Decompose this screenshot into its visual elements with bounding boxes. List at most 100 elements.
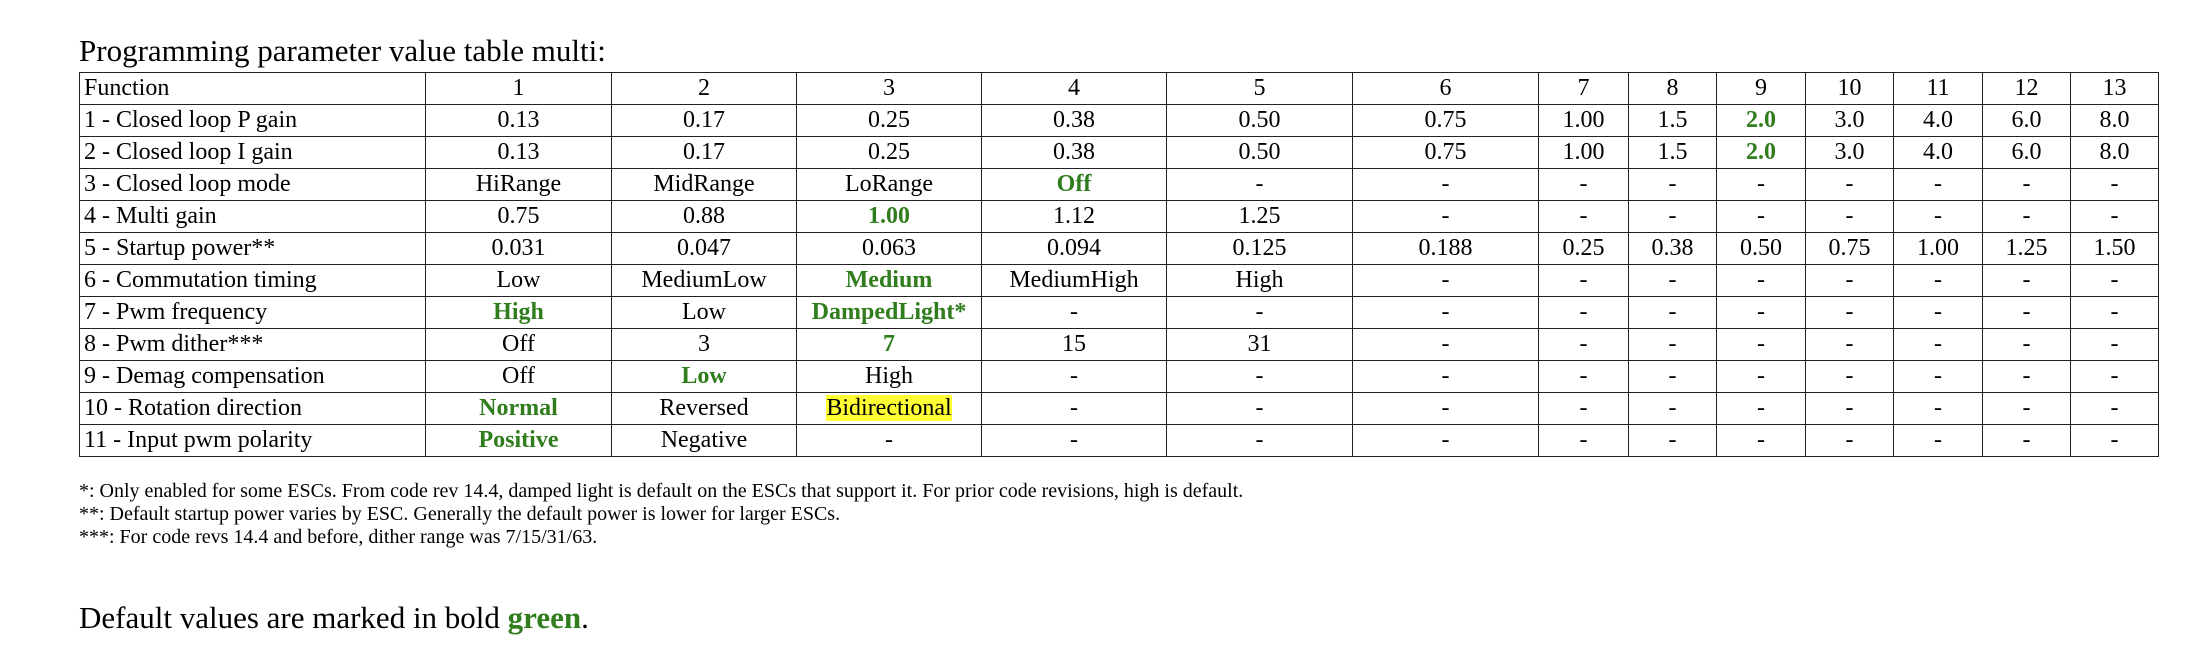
value-cell: - (2070, 296, 2159, 329)
value: - (1845, 171, 1854, 197)
value: - (1070, 363, 1078, 389)
function-label: 8 - Pwm dither*** (79, 328, 426, 361)
value: - (1441, 363, 1450, 389)
value: - (1579, 427, 1588, 453)
value: - (1757, 299, 1765, 325)
value-cell: - (1893, 264, 1983, 297)
value-cell: 0.25 (796, 104, 982, 137)
value-cell: Low (425, 264, 612, 297)
function-label: 2 - Closed loop I gain (79, 136, 426, 169)
value: - (885, 427, 893, 453)
value-cell: MediumHigh (981, 264, 1167, 297)
default-value: 1.00 (868, 203, 910, 229)
value: - (1668, 427, 1677, 453)
value: - (2022, 299, 2031, 325)
value-cell: 31 (1166, 328, 1353, 361)
value: - (1668, 395, 1677, 421)
value-cell: 3 (611, 328, 797, 361)
header-value-8: 8 (1628, 72, 1717, 105)
value-cell: - (1805, 392, 1894, 425)
value: - (1668, 267, 1677, 293)
value-cell: - (1716, 296, 1806, 329)
value: HiRange (475, 171, 562, 197)
header-value-10: 10 (1805, 72, 1894, 105)
header-value-7: 7 (1538, 72, 1629, 105)
value: 1.12 (1053, 203, 1095, 229)
value-cell: - (796, 424, 982, 457)
value-cell: - (981, 296, 1167, 329)
value: 1.00 (1562, 139, 1605, 165)
value-cell: - (2070, 360, 2159, 393)
value: - (1757, 331, 1765, 357)
value: 0.17 (683, 139, 725, 165)
value: - (1255, 395, 1264, 421)
value-cell: 8.0 (2070, 136, 2159, 169)
value: 0.75 (1424, 139, 1467, 165)
value: - (1579, 171, 1588, 197)
value-cell: - (1982, 392, 2071, 425)
value: - (2022, 363, 2031, 389)
value-cell: - (1893, 328, 1983, 361)
default-value: 2.0 (1746, 139, 1776, 165)
value: - (1441, 299, 1450, 325)
function-label: 5 - Startup power** (79, 232, 426, 265)
table-row: 1 - Closed loop P gain 0.13 0.17 0.25 0.38 0.… (79, 104, 2159, 137)
value-cell: - (1628, 200, 1717, 233)
value: 0.25 (868, 139, 910, 165)
value: - (1070, 427, 1078, 453)
table-row: 6 - Commutation timing Low MediumLow Medium… (79, 264, 2159, 297)
value: 3.0 (1834, 139, 1865, 165)
value-cell: - (1352, 200, 1539, 233)
value-cell: - (1716, 200, 1806, 233)
value: - (1845, 427, 1854, 453)
default-value: 2.0 (1746, 107, 1776, 133)
value: - (2022, 267, 2031, 293)
value-cell: - (1893, 424, 1983, 457)
value: 3 (698, 331, 710, 357)
function-label: 9 - Demag compensation (79, 360, 426, 393)
value-cell: - (1982, 168, 2071, 201)
value-cell: 3.0 (1805, 136, 1894, 169)
value-cell: 1.12 (981, 200, 1167, 233)
table-body: Function 1 2 3 4 5 6 7 8 9 10 11 12 13 1 - Closed loop… (79, 72, 2159, 457)
value-cell: 0.50 (1716, 232, 1806, 265)
default-value: Off (1056, 171, 1092, 197)
value-cell: - (2070, 168, 2159, 201)
table-row: 4 - Multi gain 0.75 0.88 1.00 1.12 1.25 - - - - - -… (79, 200, 2159, 233)
legend-green-word: green (507, 600, 582, 635)
value: 0.75 (1424, 107, 1467, 133)
value: 31 (1247, 331, 1272, 357)
value: - (1757, 171, 1765, 197)
value: - (1579, 267, 1588, 293)
value: 1.5 (1657, 107, 1688, 133)
value: - (1845, 331, 1854, 357)
value-cell: MediumLow (611, 264, 797, 297)
default-value: High (493, 299, 544, 325)
value-cell: - (1538, 200, 1629, 233)
value-cell: 15 (981, 328, 1167, 361)
value: Off (502, 363, 535, 389)
value: - (1757, 363, 1765, 389)
value-cell: - (1716, 360, 1806, 393)
value: 1.25 (1238, 203, 1281, 229)
value: - (1668, 203, 1677, 229)
footnote-1: *: Only enabled for some ESCs. From code… (79, 480, 1244, 502)
value: 0.13 (497, 139, 540, 165)
value: - (1757, 427, 1765, 453)
value-cell: - (1805, 360, 1894, 393)
value: - (1255, 427, 1264, 453)
value: 4.0 (1923, 107, 1953, 133)
function-label: 7 - Pwm frequency (79, 296, 426, 329)
header-value-6: 6 (1352, 72, 1539, 105)
value-cell: - (1893, 200, 1983, 233)
value: - (1845, 267, 1854, 293)
value: - (1579, 299, 1588, 325)
value-cell: - (1628, 360, 1717, 393)
function-label: 6 - Commutation timing (79, 264, 426, 297)
value: Low (496, 267, 541, 293)
table-row: 11 - Input pwm polarity Positive Negative -… (79, 424, 2159, 457)
value: 8.0 (2099, 107, 2130, 133)
value-cell: - (1982, 424, 2071, 457)
value: - (1070, 299, 1078, 325)
function-label: 11 - Input pwm polarity (79, 424, 426, 457)
